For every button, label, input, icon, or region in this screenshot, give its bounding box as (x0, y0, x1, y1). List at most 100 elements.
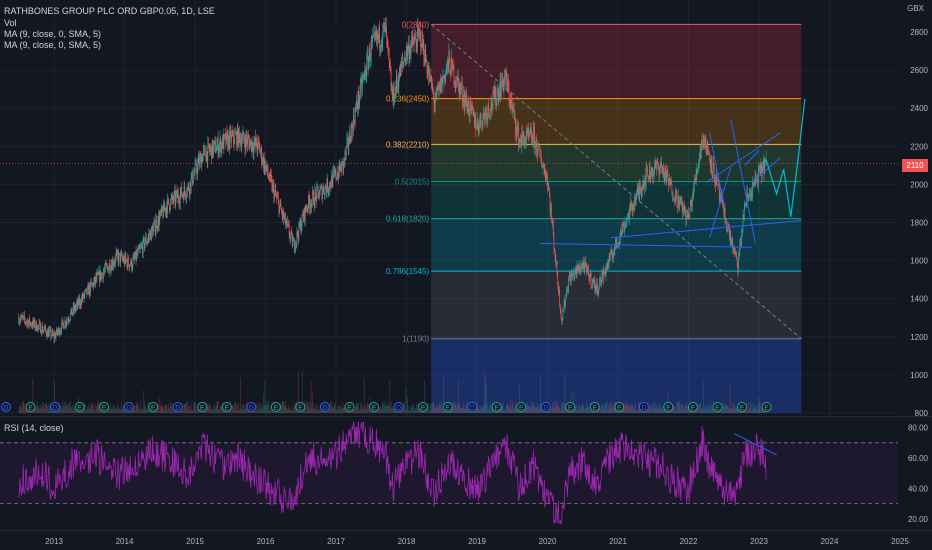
candle-body (215, 150, 217, 153)
volume-bar (558, 408, 560, 413)
candle-body (177, 193, 179, 199)
volume-bar (22, 401, 23, 413)
candle-body (277, 197, 279, 198)
candle-body (709, 159, 711, 167)
ma1-legend[interactable]: MA (9, close, 0, SMA, 5) (4, 29, 102, 39)
candle-body (188, 184, 189, 191)
volume-bar (320, 408, 321, 413)
candle-body (298, 222, 300, 239)
candle-body (350, 140, 352, 142)
fib-zone (431, 271, 802, 339)
volume-bar (431, 409, 432, 413)
candle-body (630, 202, 632, 209)
candle-body (686, 210, 688, 216)
volume-bar (72, 407, 74, 413)
volume-bar (214, 406, 216, 413)
candle-body (269, 172, 271, 180)
volume-bar (526, 407, 527, 413)
volume-bar (254, 409, 256, 413)
volume-bar (712, 408, 714, 413)
volume-bar (417, 402, 419, 413)
price-chart[interactable]: 0(2840)0.236(2450)0.382(2210)0.5(2015)0.… (0, 0, 932, 416)
candle-body (377, 34, 379, 39)
candle-body (239, 134, 241, 145)
candle-body (158, 215, 159, 228)
candle-body (195, 162, 197, 172)
candle-body (752, 182, 754, 187)
candle-body (163, 203, 164, 218)
volume-bar (534, 405, 536, 413)
volume-bar (416, 403, 418, 413)
candle-body (338, 161, 340, 178)
candle-body (23, 315, 25, 317)
candle-body (745, 204, 747, 206)
candle-body (99, 270, 101, 282)
symbol-legend[interactable]: RATHBONES GROUP PLC ORD GBP0.05, 1D, LSE (4, 6, 215, 16)
time-axis-label: 2023 (750, 537, 768, 546)
candle-body (422, 32, 423, 48)
volume-bar (244, 409, 246, 413)
candle-body (300, 221, 302, 232)
volume-bar (657, 409, 659, 413)
candle-body (49, 329, 50, 332)
candle-body (194, 173, 195, 175)
candle-body (236, 132, 238, 147)
event-marker-label: E (421, 405, 426, 412)
volume-bar (552, 401, 554, 413)
volume-bar (343, 407, 345, 413)
volume-bar (380, 406, 382, 413)
volume-bar (554, 408, 555, 413)
rsi-legend[interactable]: RSI (14, close) (4, 423, 64, 433)
candle-body (27, 320, 29, 327)
candle-body (97, 272, 98, 275)
candle-body (305, 205, 307, 210)
volume-bar (364, 406, 366, 413)
candle-body (66, 320, 68, 324)
volume-bar (261, 405, 263, 413)
candle-body (378, 27, 380, 39)
candle-body (427, 71, 429, 78)
volume-bar (167, 409, 168, 413)
ma2-legend[interactable]: MA (9, close, 0, SMA, 5) (4, 40, 102, 50)
volume-bar (352, 410, 354, 413)
candle-body (30, 322, 32, 326)
volume-bar (683, 406, 684, 413)
candle-body (310, 204, 311, 209)
candle-body (190, 181, 191, 190)
volume-bar (574, 410, 575, 413)
candle-body (54, 334, 55, 339)
candle-body (565, 300, 566, 306)
candle-body (233, 131, 234, 141)
volume-bar (134, 404, 136, 413)
volume-bar (383, 406, 385, 413)
candle-body (498, 91, 500, 101)
volume-bar (625, 401, 627, 413)
candle-body (647, 174, 649, 179)
candle-body (754, 181, 755, 183)
volume-bar (288, 408, 290, 413)
volume-bar (751, 403, 753, 413)
candle-body (455, 81, 457, 85)
volume-bar (611, 408, 613, 413)
candle-body (433, 90, 434, 96)
candle-body (377, 34, 379, 40)
volume-bar (395, 409, 396, 413)
candle-body (286, 220, 287, 224)
event-marker (344, 402, 355, 412)
volume-bar (731, 401, 732, 413)
candle-body (572, 273, 573, 277)
volume-legend[interactable]: Vol (4, 18, 17, 28)
candle-body (281, 209, 282, 212)
volume-bar (649, 405, 650, 413)
volume-bar (733, 402, 735, 413)
candle-body (484, 113, 486, 120)
candle-body (759, 166, 760, 168)
volume-bar (190, 410, 191, 413)
candle-body (671, 183, 673, 196)
rsi-trend-line (734, 433, 777, 456)
candle-body (596, 283, 598, 290)
candle-body (674, 201, 676, 202)
candle-body (538, 144, 539, 146)
candle-body (487, 104, 489, 115)
